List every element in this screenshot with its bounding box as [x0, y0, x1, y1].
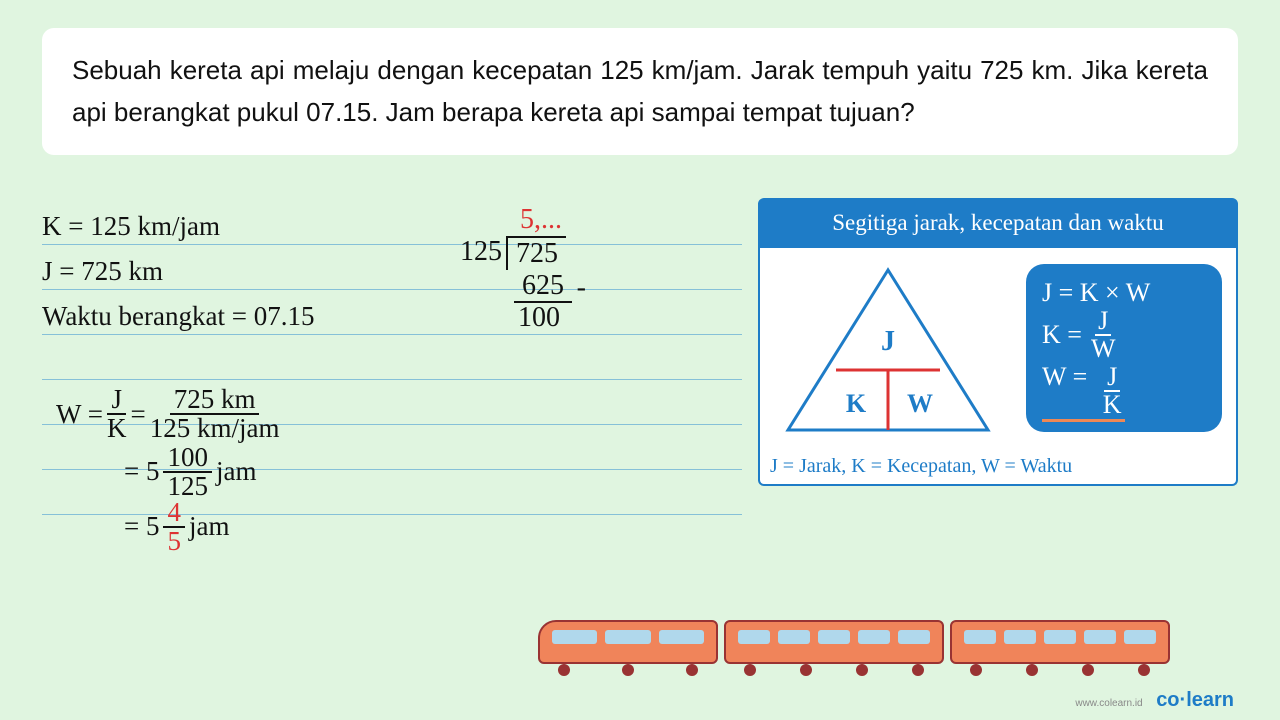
info-panel: Segitiga jarak, kecepatan dan waktu J K … [758, 198, 1238, 486]
calc-step2: = 5 100125 jam [42, 444, 742, 499]
train-car [950, 620, 1170, 664]
work-area: K = 125 km/jam J = 725 km Waktu berangka… [42, 200, 742, 554]
formula-j: J = K × W [1042, 278, 1206, 308]
legend: J = Jarak, K = Kecepatan, W = Waktu [770, 455, 1226, 478]
given-j: J = 725 km [42, 249, 742, 294]
train-car [724, 620, 944, 664]
brand: www.colearn.id co·learn [1075, 689, 1234, 712]
tri-w-label: W [907, 389, 933, 418]
question-box: Sebuah kereta api melaju dengan kecepata… [42, 28, 1238, 155]
info-body: J K W J = K × W K = JW W = JK J = Jarak,… [758, 248, 1238, 486]
tri-k-label: K [846, 389, 867, 418]
question-text: Sebuah kereta api melaju dengan kecepata… [72, 55, 1208, 127]
triangle-icon: J K W [778, 262, 998, 442]
train-illustration [538, 620, 1238, 680]
formula-box: J = K × W K = JW W = JK [1026, 264, 1222, 432]
tri-j-label: J [881, 326, 895, 357]
long-division: 5,... 125 725 625 - 100 [460, 204, 572, 334]
given-depart: Waktu berangkat = 07.15 [42, 294, 742, 339]
given-k: K = 125 km/jam [42, 204, 742, 249]
formula-k: K = JW [1042, 308, 1206, 362]
info-title: Segitiga jarak, kecepatan dan waktu [758, 198, 1238, 248]
calc-step3: = 5 45 jam [42, 499, 742, 554]
calc-step1: W = JK = 725 km125 km/jam [42, 384, 742, 444]
formula-w: W = JK [1042, 362, 1206, 422]
train-loco [538, 620, 718, 664]
